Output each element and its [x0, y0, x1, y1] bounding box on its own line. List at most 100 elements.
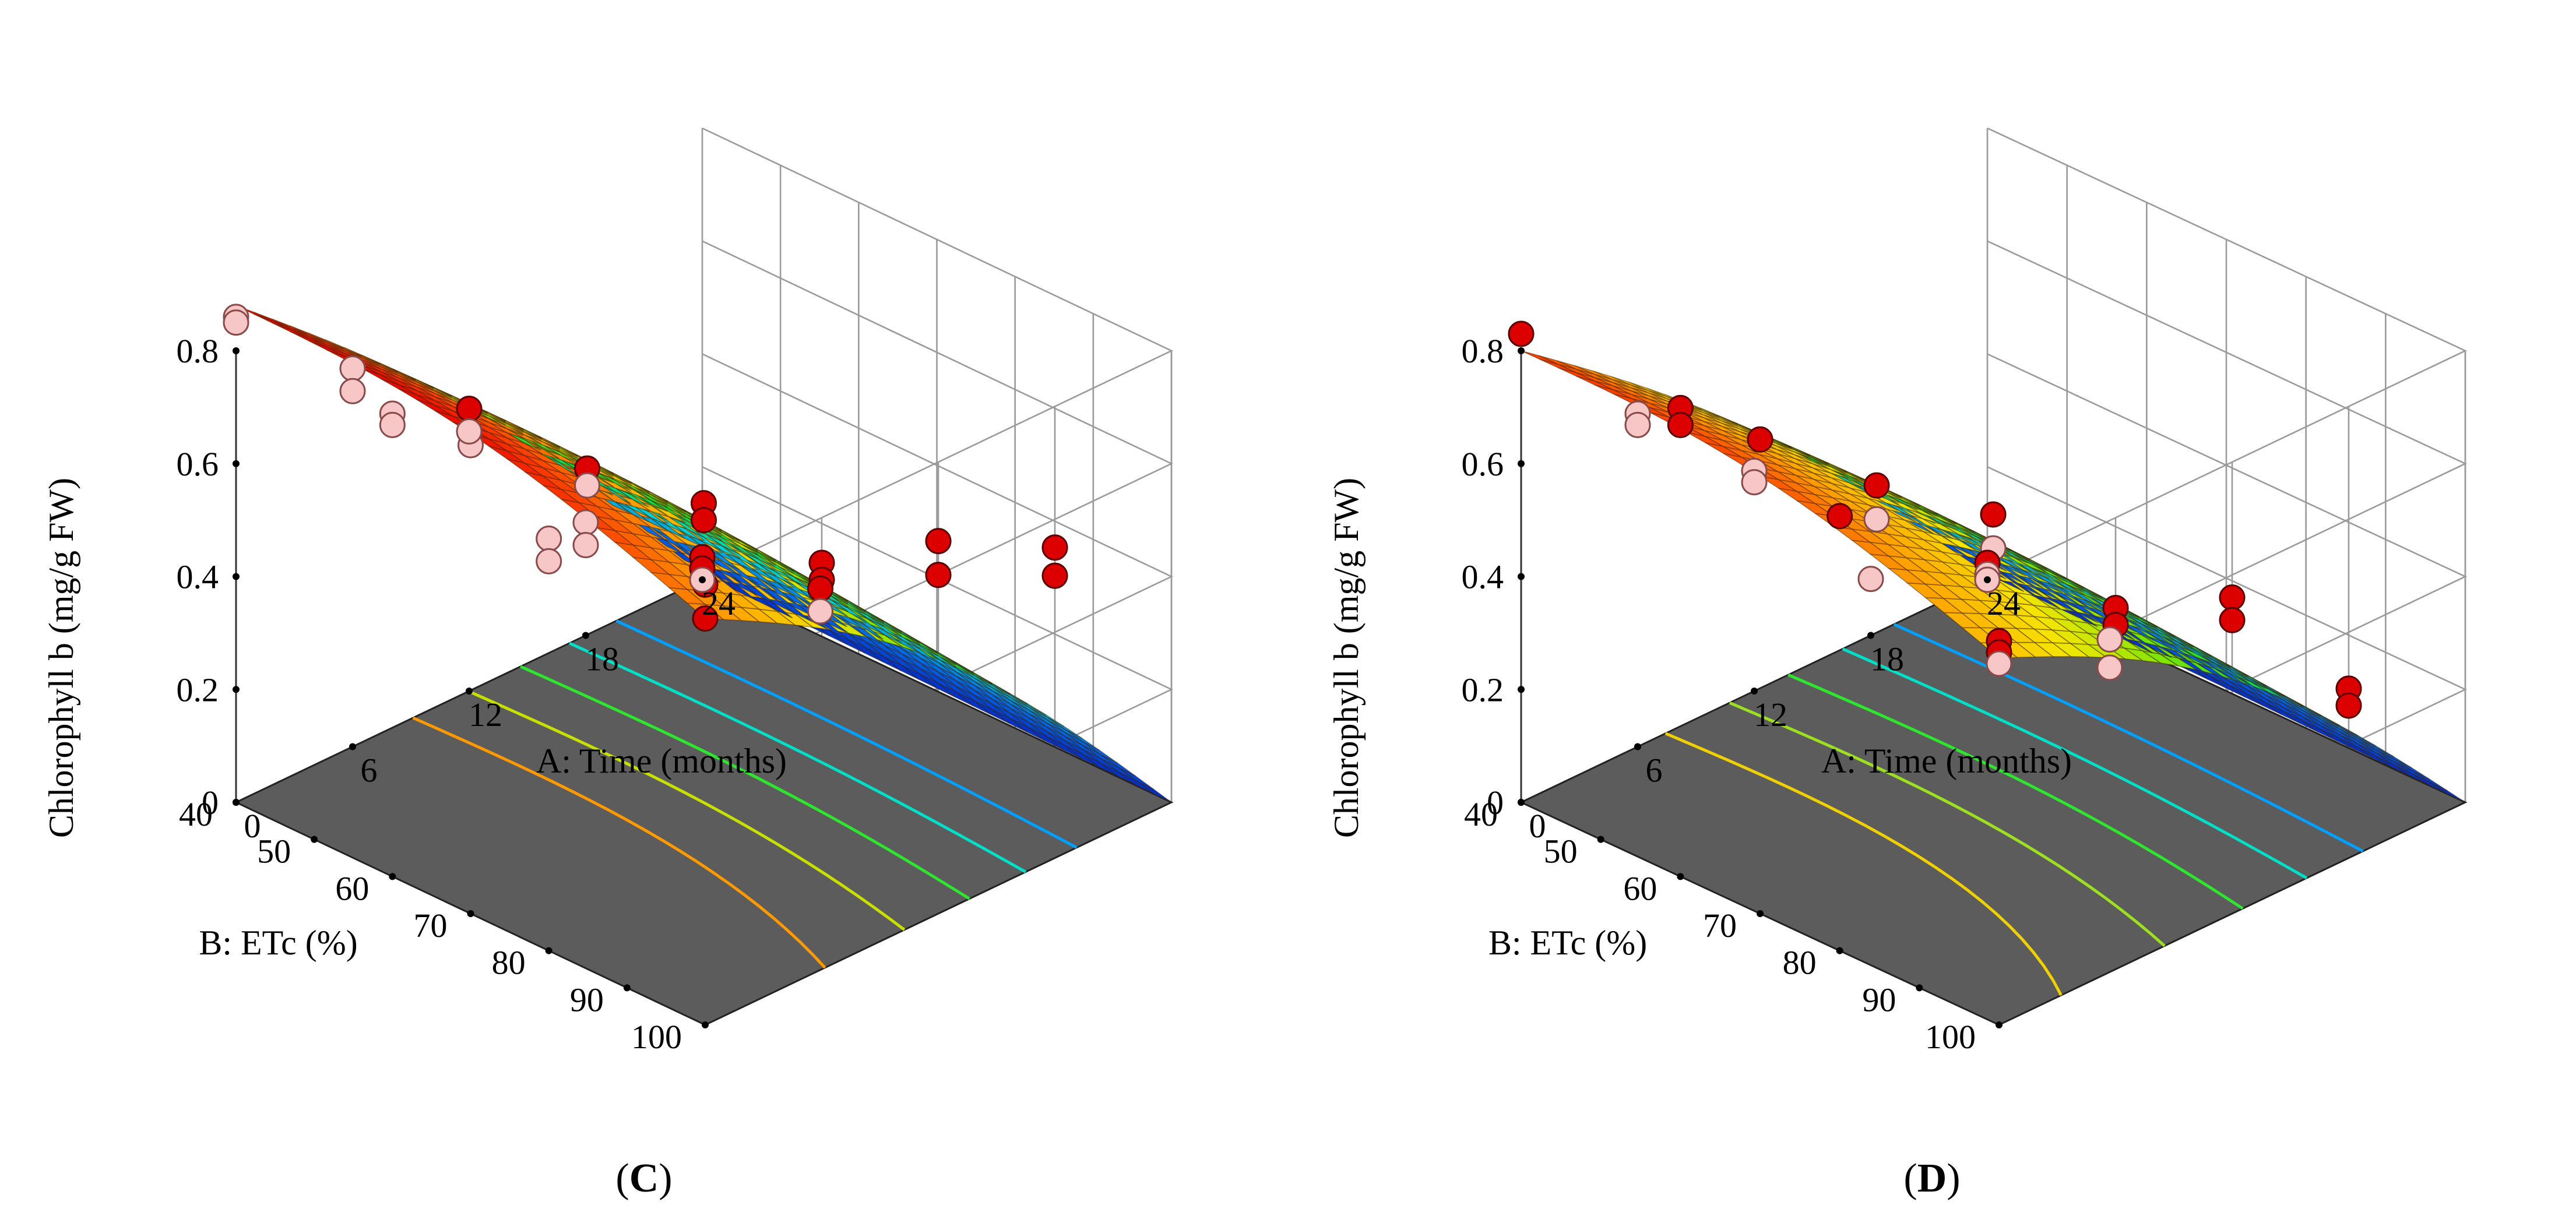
- time-tick-mark: [1867, 632, 1874, 639]
- panel-caption: (D): [1903, 1156, 1960, 1201]
- time-tick-mark: [1518, 799, 1525, 806]
- time-tick-mark: [349, 743, 356, 750]
- etc-tick-mark: [1996, 1021, 2003, 1028]
- etc-tick-label: 80: [492, 944, 526, 982]
- etc-tick-label: 90: [1862, 981, 1896, 1018]
- time-tick-label: 12: [1754, 696, 1787, 734]
- etc-axis-title: B: ETc (%): [199, 924, 357, 962]
- data-point: [339, 378, 366, 404]
- caption-open-paren: (: [1903, 1156, 1917, 1201]
- etc-tick-mark: [1836, 947, 1843, 954]
- data-point: [1980, 501, 2007, 528]
- data-point: [692, 605, 719, 632]
- surface-patch: [289, 325, 326, 342]
- etc-tick-label: 100: [631, 1018, 682, 1056]
- data-point: [2219, 584, 2246, 611]
- caption-open-paren: (: [615, 1156, 629, 1201]
- etc-tick-label: 50: [1544, 833, 1578, 870]
- time-tick-label: 18: [585, 640, 619, 678]
- time-tick-mark: [582, 632, 589, 639]
- data-point: [925, 528, 952, 555]
- time-tick-mark: [233, 799, 240, 806]
- etc-tick-mark: [1597, 836, 1604, 843]
- data-point: [807, 598, 833, 625]
- z-tick-mark: [233, 573, 240, 580]
- z-tick-label: 0.8: [177, 332, 219, 370]
- floor-contour-1: [468, 690, 906, 931]
- z-tick-mark: [1518, 573, 1525, 580]
- etc-tick-mark: [623, 984, 631, 992]
- etc-tick-label: 90: [570, 981, 604, 1018]
- etc-tick-mark: [1757, 910, 1764, 917]
- surface-patch: [1574, 365, 1611, 380]
- chart-panel-c: 0 0.2 0.4 0.6 0.8 Chlorophyll b (mg/g FW) 40 50…: [42, 127, 1174, 1201]
- floor-contour-4: [1893, 623, 2364, 853]
- panel-caption: (C): [615, 1156, 672, 1201]
- etc-tick-label: 50: [257, 833, 291, 870]
- z-tick-label: 0.2: [177, 671, 219, 709]
- z-tick-mark: [1518, 460, 1525, 467]
- data-point: [2096, 654, 2123, 681]
- time-tick-label: 12: [469, 696, 502, 734]
- z-axis-title: Chlorophyll b (mg/g FW): [42, 478, 80, 838]
- time-axis-title: A: Time (months): [1821, 742, 2072, 780]
- data-point: [691, 507, 717, 534]
- z-tick-label: 0.8: [1462, 332, 1504, 370]
- time-tick-mark: [1634, 743, 1641, 750]
- data-point: [456, 396, 483, 422]
- data-point: [1747, 426, 1773, 453]
- z-axis-title: Chlorophyll b (mg/g FW): [1327, 478, 1366, 838]
- time-tick-mark: [466, 688, 473, 695]
- time-tick-mark: [1751, 688, 1758, 695]
- etc-tick-label: 60: [1623, 869, 1657, 907]
- time-axis-title: A: Time (months): [536, 742, 787, 780]
- etc-tick-label: 60: [335, 869, 369, 907]
- floor-contour-2: [1787, 673, 2244, 910]
- data-point: [1827, 503, 1853, 530]
- z-tick-mark: [233, 686, 240, 693]
- etc-tick-mark: [467, 910, 474, 917]
- time-tick-label: 6: [361, 752, 378, 790]
- time-tick-label: 24: [1987, 584, 2021, 622]
- floor-contour-3: [569, 642, 1027, 873]
- floor-contour-3: [1842, 647, 2308, 880]
- caption-letter: D: [1917, 1156, 1947, 1201]
- surface-patch: [272, 318, 308, 335]
- data-point: [574, 472, 600, 499]
- z-tick-label: 0.4: [177, 558, 219, 596]
- etc-tick-label: 40: [179, 795, 213, 833]
- data-point: [1857, 566, 1884, 593]
- z-tick-mark: [1518, 347, 1525, 354]
- data-point: [1741, 469, 1768, 496]
- data-point: [1508, 320, 1535, 347]
- z-tick-label: 0.4: [1462, 558, 1504, 596]
- data-point: [1041, 562, 1068, 589]
- data-point: [1863, 472, 1890, 499]
- etc-tick-label: 70: [1703, 907, 1737, 944]
- data-point: [807, 575, 833, 602]
- caption-close-paren: ): [1947, 1156, 1960, 1201]
- etc-tick-label: 100: [1925, 1018, 1976, 1056]
- etc-tick-mark: [545, 947, 552, 954]
- etc-axis-title: B: ETc (%): [1488, 924, 1647, 962]
- caption-close-paren: ): [659, 1156, 672, 1201]
- surface-patch: [1592, 370, 1630, 385]
- floor-contour-0: [412, 716, 826, 969]
- etc-tick-label: 70: [414, 907, 448, 944]
- data-point: [1667, 411, 1694, 438]
- data-point: [223, 309, 249, 336]
- z-tick-label: 0.6: [1462, 445, 1504, 483]
- time-tick-label: 0: [244, 807, 261, 845]
- time-tick-label: 24: [702, 584, 736, 622]
- caption-letter: C: [629, 1156, 659, 1201]
- z-tick-mark: [233, 347, 240, 354]
- data-point: [1986, 650, 2012, 677]
- etc-tick-mark: [1677, 873, 1684, 880]
- surface-patch: [254, 312, 290, 328]
- data-point: [536, 548, 562, 575]
- data-point: [536, 525, 562, 552]
- data-point: [2335, 692, 2362, 719]
- time-tick-label: 0: [1529, 807, 1546, 845]
- surface-patch: [325, 339, 362, 356]
